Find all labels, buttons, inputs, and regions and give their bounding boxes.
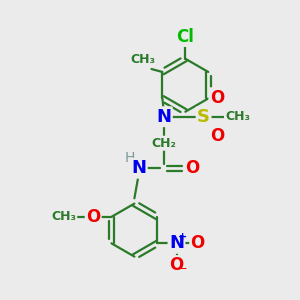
Text: Cl: Cl: [176, 28, 194, 46]
Text: S: S: [197, 108, 210, 126]
Text: CH₃: CH₃: [131, 53, 156, 66]
Text: O: O: [210, 127, 224, 145]
Text: CH₃: CH₃: [225, 110, 250, 123]
Text: O: O: [185, 159, 200, 177]
Text: H: H: [124, 151, 135, 165]
Text: N: N: [169, 234, 184, 252]
Text: +: +: [178, 232, 188, 242]
Text: N: N: [131, 159, 146, 177]
Text: CH₂: CH₂: [152, 137, 176, 150]
Text: O: O: [86, 208, 100, 226]
Text: ⁻: ⁻: [179, 264, 187, 278]
Text: O: O: [210, 88, 224, 106]
Text: N: N: [156, 108, 171, 126]
Text: CH₃: CH₃: [51, 210, 76, 223]
Text: O: O: [169, 256, 184, 274]
Text: O: O: [190, 234, 205, 252]
